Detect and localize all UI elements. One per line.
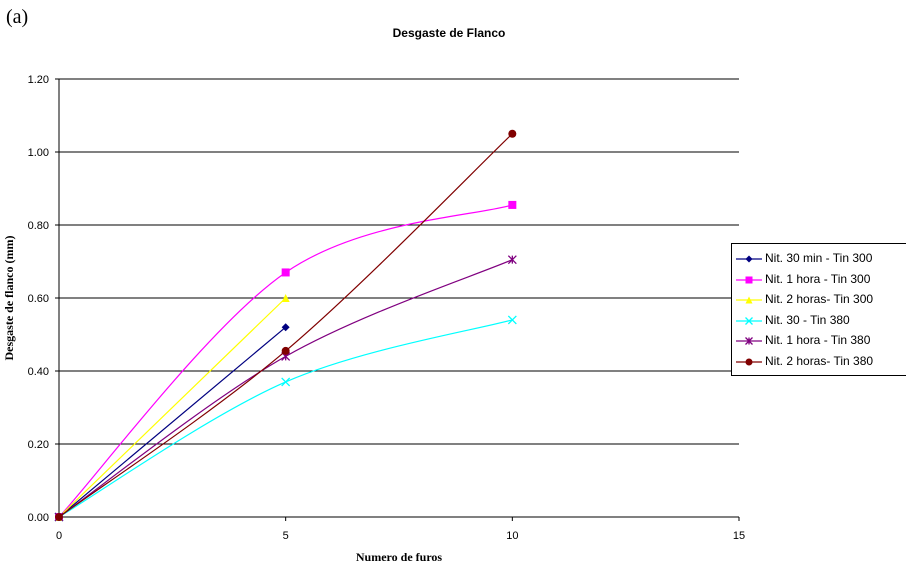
- series-line: [58, 204, 513, 518]
- legend-item: Nit. 1 hora - Tin 300: [732, 271, 906, 289]
- legend-label: Nit. 1 hora - Tin 300: [765, 271, 871, 286]
- x-tick-label: 15: [733, 530, 745, 542]
- legend-label: Nit. 2 horas- Tin 300: [765, 292, 874, 306]
- series-1: [55, 200, 517, 521]
- legend-item: Nit. 30 min - Tin 300: [732, 250, 906, 268]
- legend-label: Nit. 30 min - Tin 300: [765, 251, 873, 265]
- legend-label: Nit. 1 hora - Tin 380: [765, 333, 871, 347]
- x-axis-label: Numero de furos: [356, 550, 443, 564]
- y-tick-label: 0.20: [28, 439, 49, 451]
- legend-swatch: [736, 316, 762, 325]
- series-0: [55, 323, 290, 521]
- legend-swatch: [736, 337, 762, 345]
- legend-swatch: [736, 276, 762, 283]
- y-tick-label: 1.00: [28, 147, 49, 159]
- data-point: [281, 268, 290, 277]
- data-point: [281, 346, 290, 355]
- y-tick-label: 0.40: [28, 366, 49, 378]
- legend: Nit. 30 min - Tin 300 Nit. 1 hora - Tin 3…: [731, 243, 906, 376]
- data-point: [55, 513, 63, 521]
- y-tick-label: 1.20: [28, 74, 49, 86]
- legend-label: Nit. 2 horas- Tin 380: [765, 353, 874, 368]
- series-line: [58, 297, 287, 518]
- panel-label: (a): [6, 6, 29, 28]
- series-line: [58, 326, 287, 518]
- legend-item: Nit. 2 horas- Tin 380: [732, 353, 906, 371]
- series-5: [55, 129, 517, 521]
- legend-swatch: [736, 358, 762, 365]
- data-point: [507, 255, 517, 265]
- x-tick-label: 10: [506, 530, 518, 542]
- y-tick-label: 0.80: [28, 220, 49, 232]
- legend-item: Nit. 1 hora - Tin 380: [732, 332, 906, 350]
- gridlines: [59, 78, 739, 445]
- series-group: [54, 129, 517, 522]
- x-tick-label: 5: [283, 530, 289, 542]
- legend-item: Nit. 2 horas- Tin 300: [732, 291, 906, 309]
- data-point: [507, 315, 517, 325]
- series-2: [55, 294, 290, 521]
- legend-label: Nit. 30 - Tin 380: [765, 312, 850, 327]
- axes: 0.00 0.20 0.40 0.60 0.80 1.00 1.20 0 5 10 15: [28, 74, 746, 542]
- series-3: [54, 315, 517, 522]
- legend-swatch: [736, 296, 762, 304]
- data-point: [281, 377, 291, 387]
- data-point: [281, 294, 290, 302]
- y-axis-label: Desgaste de flanco (mm): [2, 236, 16, 361]
- data-point: [281, 323, 290, 332]
- chart-title: Desgaste de Flanco: [393, 26, 506, 40]
- data-point: [508, 200, 517, 209]
- legend-item: Nit. 30 - Tin 380: [732, 312, 906, 330]
- x-tick-label: 0: [56, 530, 62, 542]
- data-point: [508, 129, 517, 138]
- y-tick-label: 0.00: [28, 512, 49, 524]
- y-tick-label: 0.60: [28, 293, 49, 305]
- legend-swatch: [736, 255, 762, 263]
